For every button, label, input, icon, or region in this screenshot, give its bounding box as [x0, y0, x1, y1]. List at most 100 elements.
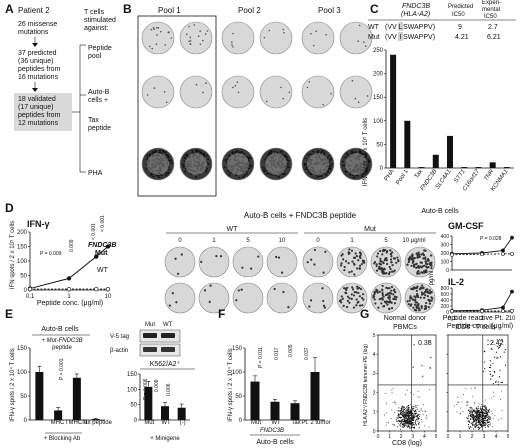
well-spot	[231, 169, 234, 171]
well-spot	[330, 92, 332, 95]
well-spot	[227, 164, 230, 167]
g-event	[413, 417, 416, 419]
well-spot	[285, 167, 287, 170]
d-well-spot	[373, 291, 376, 294]
well-spot	[355, 174, 358, 177]
g-xtick-label: 1	[388, 434, 391, 440]
g-event	[404, 410, 406, 412]
g-event	[481, 424, 483, 426]
well-spot	[184, 170, 186, 173]
g-event	[412, 426, 415, 428]
g-event	[481, 415, 483, 418]
well-spot	[236, 150, 238, 153]
g-event	[474, 427, 476, 429]
d-ifn-title: IFN-γ	[27, 219, 50, 229]
d-well-spot	[420, 304, 423, 308]
well-spot	[272, 157, 275, 160]
d-well-spot	[348, 297, 351, 300]
d-well-spot	[375, 264, 378, 268]
well-spot	[153, 160, 156, 163]
panel-label-g: G	[360, 307, 369, 321]
d-well-spot	[388, 271, 391, 274]
d-well-spot	[417, 264, 420, 268]
well-spot	[146, 154, 149, 157]
well-spot	[316, 173, 318, 176]
well-spot	[317, 162, 319, 165]
g-event	[403, 413, 405, 415]
well-spot	[279, 172, 281, 175]
g-event	[421, 421, 423, 423]
g-event	[428, 389, 430, 391]
d-well-spot	[393, 288, 396, 291]
g-event	[481, 412, 483, 414]
small-ytick-label: 300	[441, 243, 450, 249]
well-spot	[240, 169, 243, 172]
g-event	[484, 406, 486, 409]
stim-title-1: T cells	[84, 9, 105, 16]
d-well-spot	[423, 291, 426, 294]
d-ytick-label: 50	[20, 274, 27, 280]
c-ytick-label: 100	[373, 119, 384, 125]
well-spot	[324, 168, 327, 171]
g-event	[459, 413, 461, 415]
well-spot	[196, 149, 198, 152]
small-ytick-label: 400	[441, 298, 450, 304]
d-well-spot	[409, 257, 413, 260]
g-event	[474, 412, 476, 414]
d-pval-3: < 0.001	[91, 223, 97, 240]
d-well-spot	[384, 293, 387, 297]
well-spot	[158, 158, 161, 161]
g-event	[408, 422, 411, 425]
elispot-well	[141, 147, 175, 181]
well-spot	[237, 165, 240, 168]
well-spot	[160, 152, 162, 154]
d-well-spot	[360, 262, 364, 266]
g-event	[402, 414, 404, 416]
g-event	[415, 406, 417, 409]
well-spot	[280, 159, 283, 162]
g-event	[487, 425, 489, 427]
d-well-spot	[381, 298, 384, 301]
d-point	[27, 286, 33, 292]
small-ytick-label: 200	[441, 304, 450, 310]
g-event	[477, 407, 480, 409]
well-spot	[325, 33, 327, 36]
well-spot	[323, 172, 325, 174]
c-gene-title: FNDC3B	[402, 3, 430, 10]
well-spot	[283, 169, 286, 171]
panel-c: C FNDC3B (HLA-A2) Predicted IC50 Experi-…	[362, 0, 516, 215]
g-event	[488, 426, 490, 428]
g-event	[403, 420, 405, 422]
well-spot	[242, 162, 245, 164]
well-spot	[367, 161, 370, 164]
g-event	[419, 396, 421, 398]
d-well-spot	[415, 301, 419, 304]
well-spot	[183, 160, 186, 163]
g-event	[476, 419, 478, 421]
well-spot	[320, 175, 323, 177]
well-spot	[364, 45, 367, 47]
g-event	[415, 423, 417, 425]
well-spot	[205, 170, 208, 173]
well-spot	[327, 165, 330, 167]
g-event	[414, 410, 416, 413]
well-spot	[270, 161, 273, 164]
g-event	[409, 412, 411, 414]
c-xtick-label: STT1	[454, 169, 467, 184]
d-well-spot	[350, 293, 353, 296]
well-spot	[280, 171, 283, 174]
d-conc-label: 5	[246, 238, 250, 244]
g-event	[473, 417, 475, 419]
well-spot	[344, 163, 347, 166]
d-well-spot	[389, 267, 392, 271]
g-event	[489, 424, 491, 426]
d-well-spot	[237, 289, 240, 292]
g-event	[485, 408, 487, 410]
d-well-spot	[430, 264, 433, 267]
d-well-spot	[362, 298, 365, 301]
d-well-spot	[361, 296, 364, 300]
well-spot	[361, 175, 364, 178]
well-spot	[347, 164, 350, 167]
g-event	[466, 404, 468, 406]
d-well-spot	[396, 256, 399, 259]
